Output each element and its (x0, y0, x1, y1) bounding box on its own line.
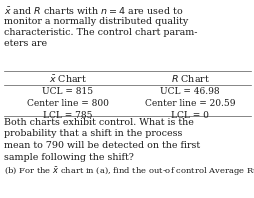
Text: $R$ Chart: $R$ Chart (170, 73, 209, 84)
Text: UCL = 46.98: UCL = 46.98 (160, 87, 219, 96)
Text: eters are: eters are (4, 39, 47, 49)
Text: (b) For the $\bar{x}$ chart in (a), find the out-of control Average Run Length.: (b) For the $\bar{x}$ chart in (a), find… (4, 165, 254, 178)
Text: $\bar{x}$ Chart: $\bar{x}$ Chart (49, 73, 87, 84)
Text: probability that a shift in the process: probability that a shift in the process (4, 129, 182, 138)
Text: Center line = 20.59: Center line = 20.59 (144, 99, 234, 108)
Text: Both charts exhibit control. What is the: Both charts exhibit control. What is the (4, 118, 193, 127)
Text: LCL = 785: LCL = 785 (43, 111, 92, 120)
Text: LCL = 0: LCL = 0 (170, 111, 208, 120)
Text: characteristic. The control chart param-: characteristic. The control chart param- (4, 28, 197, 37)
Text: UCL = 815: UCL = 815 (42, 87, 93, 96)
Text: $\bar{x}$ and $R$ charts with $n = 4$ are used to: $\bar{x}$ and $R$ charts with $n = 4$ ar… (4, 5, 183, 16)
Text: Center line = 800: Center line = 800 (27, 99, 108, 108)
Text: sample following the shift?: sample following the shift? (4, 152, 133, 162)
Text: monitor a normally distributed quality: monitor a normally distributed quality (4, 16, 187, 26)
Text: mean to 790 will be detected on the first: mean to 790 will be detected on the firs… (4, 141, 199, 150)
